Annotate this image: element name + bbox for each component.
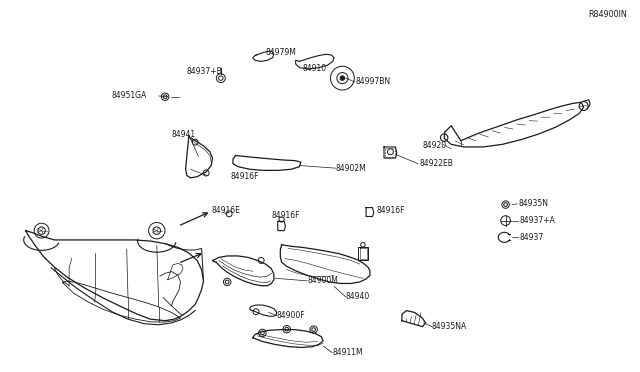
Text: 84902M: 84902M <box>336 164 367 173</box>
Text: 84935N: 84935N <box>518 199 548 208</box>
Text: 84940: 84940 <box>346 292 370 301</box>
Text: 84937+B: 84937+B <box>187 67 223 76</box>
Text: 84920: 84920 <box>422 141 447 150</box>
Text: 84937: 84937 <box>520 233 544 242</box>
Text: 84937+A: 84937+A <box>520 216 556 225</box>
Text: 84916E: 84916E <box>211 206 240 215</box>
Text: 84951GA: 84951GA <box>112 92 147 100</box>
Text: 84997BN: 84997BN <box>355 77 390 86</box>
Text: 84979M: 84979M <box>266 48 296 57</box>
Text: 84922EB: 84922EB <box>419 159 453 168</box>
Circle shape <box>340 76 344 80</box>
Text: 84916F: 84916F <box>230 172 259 181</box>
Text: 84911M: 84911M <box>333 348 364 357</box>
Text: 84935NA: 84935NA <box>432 322 467 331</box>
Text: 84900F: 84900F <box>276 311 305 320</box>
Text: R84900IN: R84900IN <box>588 10 627 19</box>
Text: 84916F: 84916F <box>272 211 301 220</box>
Text: 84916F: 84916F <box>376 206 405 215</box>
Text: 84910: 84910 <box>302 64 326 73</box>
Text: 84900M: 84900M <box>307 276 338 285</box>
Text: 84941: 84941 <box>172 130 196 139</box>
